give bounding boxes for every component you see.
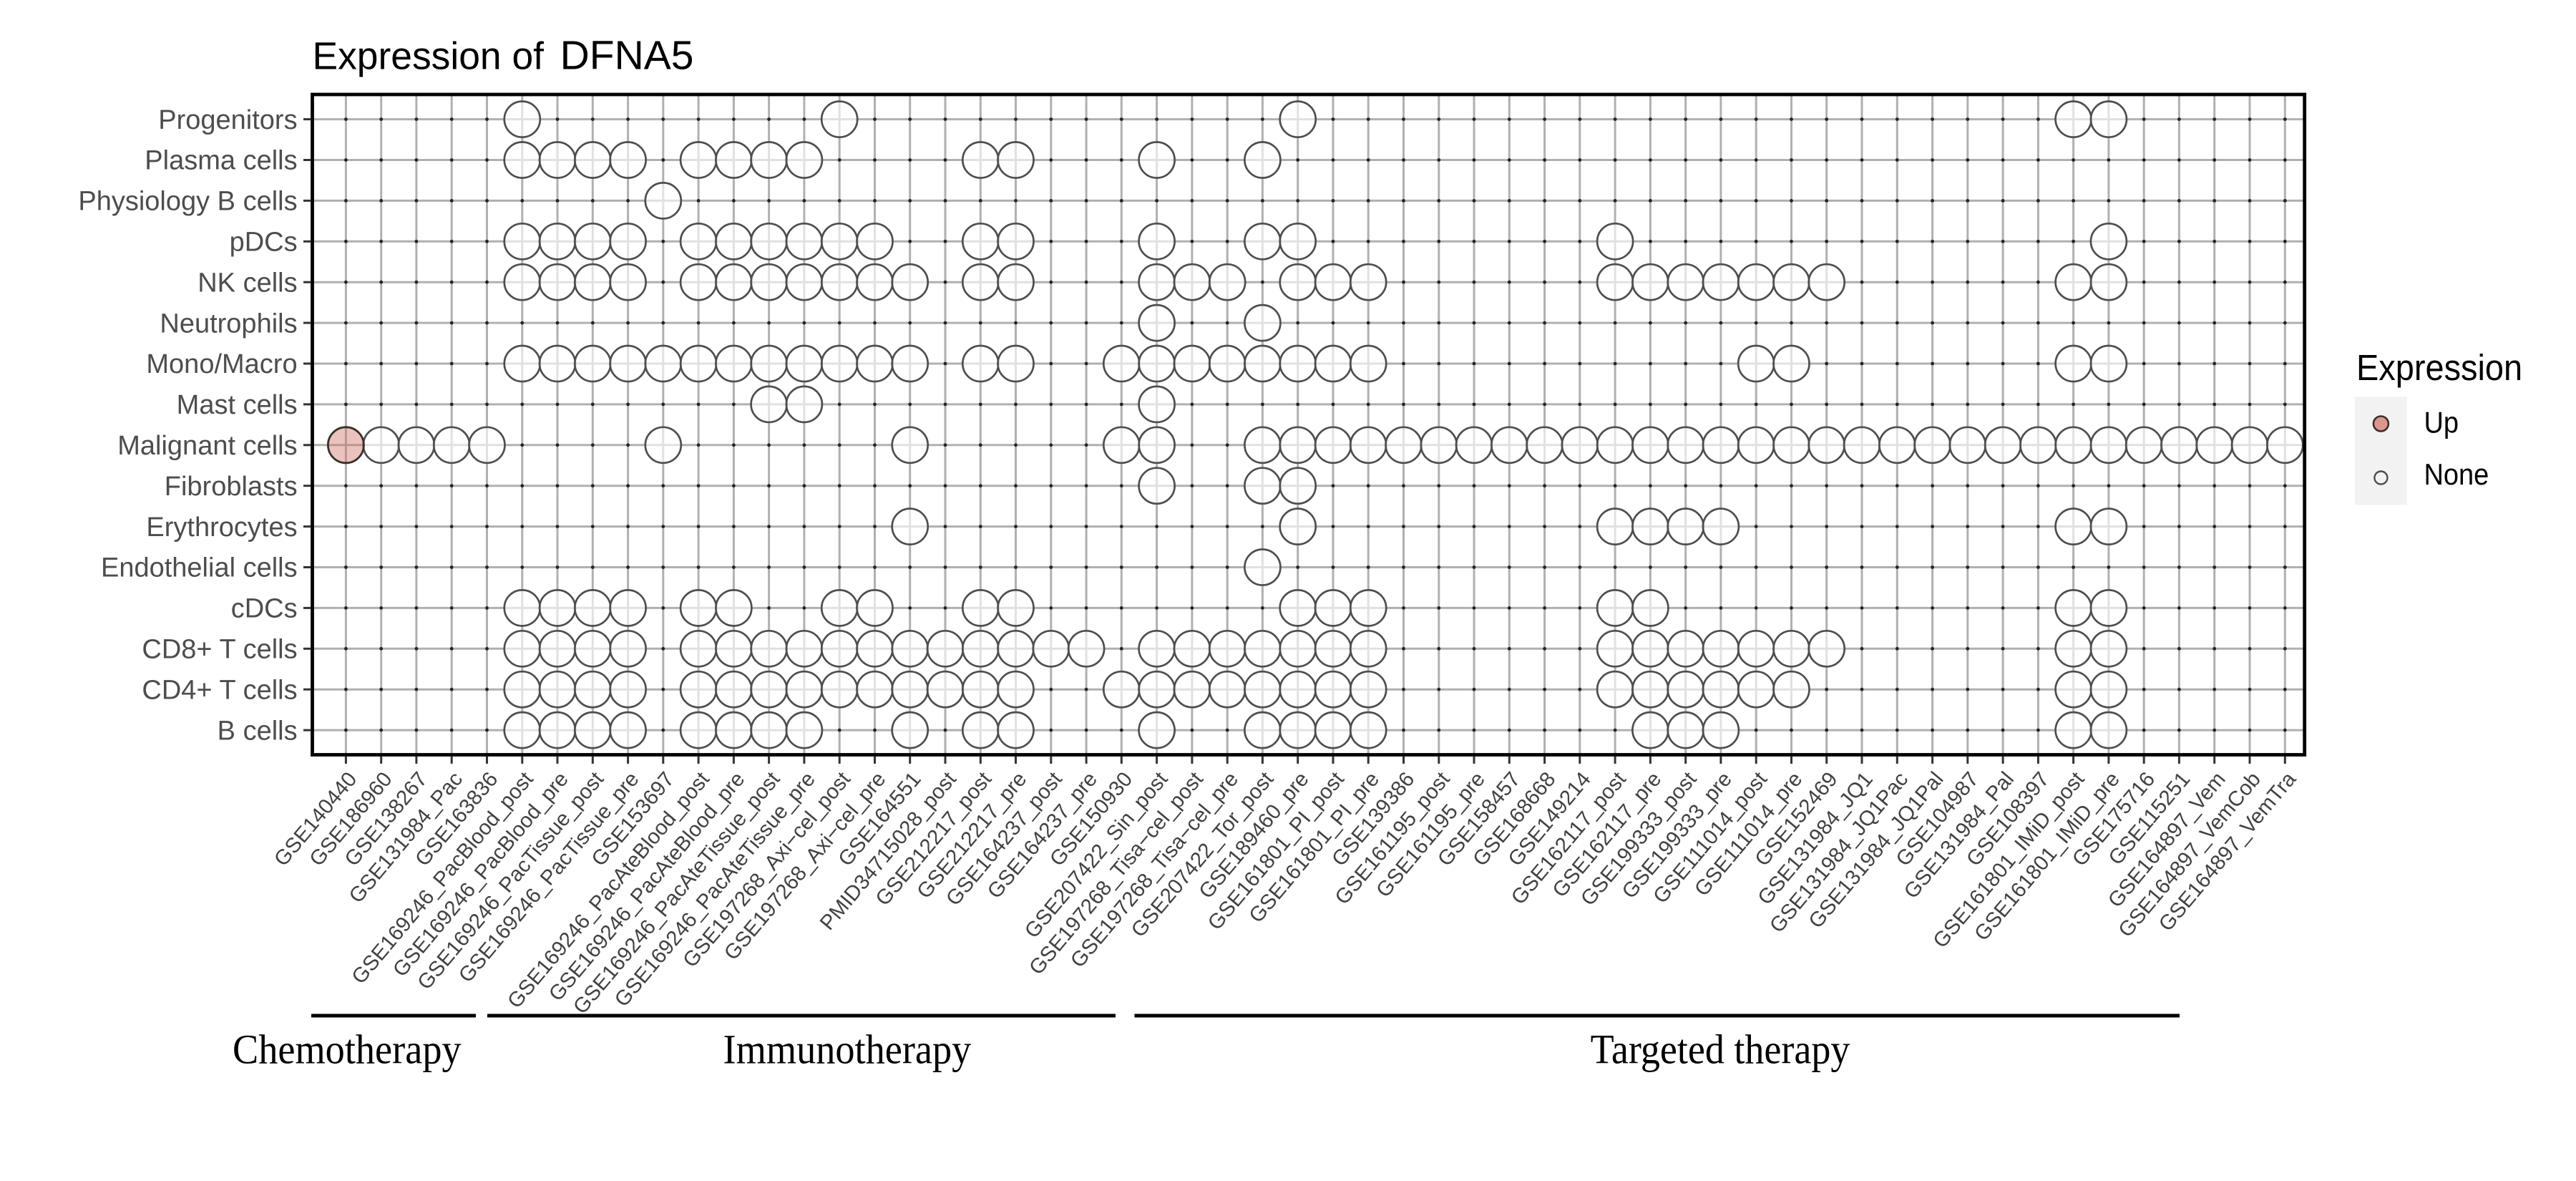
svg-text:Endothelial cells: Endothelial cells: [101, 553, 298, 583]
svg-text:Neutrophils: Neutrophils: [160, 308, 297, 339]
svg-text:Immunotherapy: Immunotherapy: [723, 1027, 972, 1073]
svg-text:Expression: Expression: [2356, 348, 2522, 388]
svg-text:Up: Up: [2424, 407, 2459, 439]
svg-text:Malignant cells: Malignant cells: [117, 431, 297, 461]
svg-text:Mono/Macro: Mono/Macro: [146, 349, 297, 379]
svg-text:None: None: [2424, 458, 2489, 491]
svg-text:Chemotherapy: Chemotherapy: [233, 1027, 462, 1073]
svg-text:Targeted therapy: Targeted therapy: [1591, 1027, 1850, 1073]
svg-text:Expression of DFNA5: Expression of DFNA5: [313, 33, 694, 79]
svg-text:Erythrocytes: Erythrocytes: [146, 512, 297, 543]
svg-text:CD8+ T cells: CD8+ T cells: [142, 635, 297, 665]
svg-text:Fibroblasts: Fibroblasts: [165, 472, 298, 502]
svg-text:NK cells: NK cells: [197, 268, 297, 298]
svg-text:Plasma cells: Plasma cells: [145, 146, 297, 176]
svg-text:Progenitors: Progenitors: [158, 105, 297, 135]
svg-text:Mast cells: Mast cells: [177, 390, 298, 420]
svg-text:cDCs: cDCs: [231, 594, 298, 624]
svg-text:CD4+ T cells: CD4+ T cells: [142, 675, 297, 705]
svg-text:Physiology B cells: Physiology B cells: [78, 187, 297, 217]
svg-text:B cells: B cells: [218, 716, 298, 746]
svg-text:pDCs: pDCs: [230, 228, 298, 258]
